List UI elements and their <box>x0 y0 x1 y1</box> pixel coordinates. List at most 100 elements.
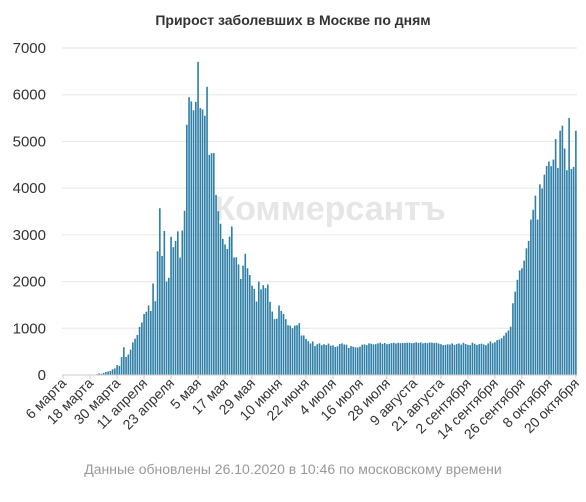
data-bar <box>390 343 393 375</box>
data-bar <box>170 236 172 375</box>
data-bar <box>296 325 298 375</box>
y-tick-label: 1000 <box>13 320 46 337</box>
data-bar <box>181 230 184 375</box>
data-bar <box>309 343 312 375</box>
data-bar <box>199 108 202 375</box>
data-bar <box>354 347 357 375</box>
data-bar <box>255 301 258 375</box>
data-bar <box>318 343 321 375</box>
data-bar <box>410 343 413 375</box>
data-bar <box>482 344 485 375</box>
data-bar <box>557 168 559 375</box>
data-bar <box>417 342 420 375</box>
data-bar <box>300 335 303 375</box>
data-bar <box>397 342 400 375</box>
data-bar <box>262 285 265 375</box>
data-bar <box>453 344 456 375</box>
data-bar <box>392 342 395 375</box>
data-bar <box>215 194 217 375</box>
data-bar <box>534 195 537 375</box>
data-bar <box>291 328 294 375</box>
data-bar <box>226 248 229 375</box>
data-bar <box>494 342 496 375</box>
data-bar <box>98 373 100 375</box>
data-bar <box>273 319 276 375</box>
data-bar <box>165 281 168 375</box>
data-bar <box>293 325 296 375</box>
data-bar <box>116 365 118 375</box>
data-bar <box>568 118 570 375</box>
data-bar <box>197 61 199 376</box>
data-bar <box>341 343 343 375</box>
data-bar <box>314 346 316 375</box>
data-bar <box>437 343 440 375</box>
data-bar <box>379 342 382 375</box>
data-bar <box>111 369 114 375</box>
data-bar <box>572 166 575 375</box>
watermark-logo: Коммерсантъ <box>214 190 445 228</box>
data-bar <box>575 130 577 375</box>
data-bar <box>114 368 116 375</box>
data-bar <box>550 166 552 375</box>
data-bar <box>548 161 550 375</box>
data-bar <box>100 373 103 375</box>
data-bar <box>179 257 181 375</box>
data-bar <box>264 288 267 375</box>
data-bar <box>228 236 231 375</box>
data-bar <box>489 341 492 375</box>
data-bar <box>311 341 314 375</box>
data-bar <box>289 325 292 375</box>
data-bar <box>552 159 555 375</box>
data-bar <box>138 326 141 375</box>
y-tick-label: 0 <box>38 367 46 384</box>
data-bar <box>507 330 510 375</box>
data-bar <box>307 341 310 375</box>
y-tick-label: 3000 <box>13 227 46 244</box>
data-bar <box>325 345 328 375</box>
data-bar <box>512 303 514 375</box>
data-bar <box>168 277 170 375</box>
data-bar <box>428 342 431 375</box>
data-bar <box>338 343 341 375</box>
data-bar <box>152 283 154 375</box>
data-bar <box>105 372 107 375</box>
data-bar <box>518 270 521 375</box>
data-bar <box>388 343 391 375</box>
data-bar <box>350 346 352 375</box>
data-bar <box>509 326 512 375</box>
data-bar <box>539 184 541 375</box>
data-bar <box>221 238 224 375</box>
data-bar <box>536 219 539 375</box>
data-bar <box>154 301 157 375</box>
data-bar <box>523 260 525 375</box>
data-bar <box>212 153 215 375</box>
data-bar <box>545 165 548 375</box>
data-bar <box>136 334 139 375</box>
data-bar <box>251 285 253 375</box>
data-bar <box>435 342 438 375</box>
data-bar <box>161 255 163 375</box>
data-bar <box>233 257 235 375</box>
data-bar <box>127 354 130 375</box>
data-bar <box>566 170 568 375</box>
data-bar <box>563 148 566 375</box>
data-bar <box>284 319 287 375</box>
data-bar <box>134 338 136 375</box>
data-bar <box>516 279 519 375</box>
data-bar <box>460 344 462 375</box>
data-bar <box>235 257 238 375</box>
data-bar <box>476 344 478 375</box>
data-bar <box>327 343 330 375</box>
data-bar <box>150 311 152 375</box>
data-bar <box>123 347 125 375</box>
data-bar <box>480 343 483 375</box>
data-bar <box>332 345 334 375</box>
data-bar <box>298 323 301 375</box>
data-bar <box>498 339 501 375</box>
data-bar <box>237 264 240 375</box>
data-bar <box>527 240 530 375</box>
data-bar <box>386 344 388 375</box>
data-bar <box>343 344 346 375</box>
data-bar <box>449 344 451 375</box>
